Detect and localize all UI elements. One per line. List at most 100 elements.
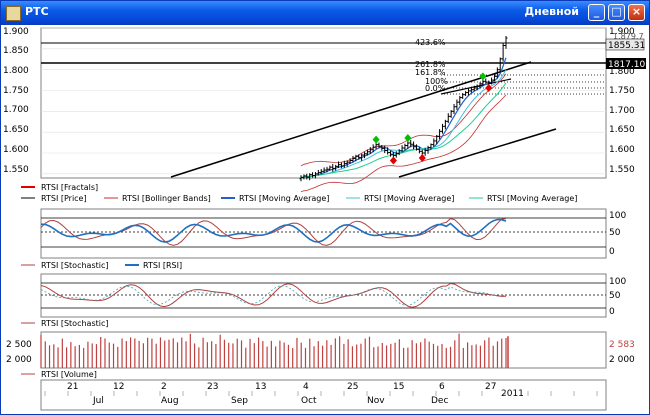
trend-channel-lower[interactable]	[398, 128, 557, 178]
legend-rsi: RTSI [RSI]	[143, 261, 182, 270]
fractal-up-marker	[372, 135, 380, 144]
x-year-label: 2011	[501, 389, 524, 399]
x-day-label: 27	[485, 382, 496, 392]
price-pane[interactable]	[40, 27, 607, 179]
y-tick-label-right: 1.750	[609, 86, 635, 96]
legend-volume: RTSI [Volume]	[41, 370, 97, 379]
x-day-label: 23	[207, 382, 218, 392]
price-marker-box	[605, 38, 645, 51]
maximize-button[interactable]: □	[608, 4, 625, 21]
title-bar[interactable]: РТС Дневной _ □ ×	[1, 1, 649, 25]
legend-ma-cyan: RTSI [Moving Average]	[364, 194, 454, 203]
legend-stochastic-2: RTSI [Stochastic]	[41, 319, 109, 328]
moving-average-line	[300, 82, 507, 179]
x-month-label: Aug	[161, 396, 179, 406]
x-month-label: Dec	[431, 396, 448, 406]
time-axis-pane	[40, 379, 607, 411]
legend-ma-green: RTSI [Moving Average]	[487, 194, 577, 203]
moving-average-green	[300, 82, 507, 179]
x-day-label: 12	[113, 382, 124, 392]
fib-label: 261.8%	[415, 60, 446, 69]
y-tick-label-right: 1.650	[609, 125, 635, 135]
bollinger-lower	[300, 94, 507, 193]
fractal-up-marker	[479, 72, 487, 81]
bollinger-band-line	[300, 94, 507, 193]
price-marker-current: 1855.31	[608, 41, 645, 51]
y-tick-label: 1.900	[3, 27, 29, 37]
x-day-label: 15	[393, 382, 404, 392]
y-tick-label-right: 50	[609, 228, 621, 238]
y-tick-label-right: 0	[609, 247, 615, 257]
fractal-up-marker	[404, 134, 412, 142]
y-tick-label-right: 0	[609, 307, 615, 317]
legend-price: RTSI [Price]	[41, 194, 87, 203]
y-tick-label-right: 100	[609, 277, 626, 287]
y-tick-label-right: 2 000	[609, 355, 635, 365]
window-title: РТС	[25, 5, 49, 18]
price-marker-box-dark	[606, 58, 646, 69]
fib-label: 0.0%	[425, 84, 446, 93]
x-day-label: 21	[67, 382, 78, 392]
legend-ma-blue: RTSI [Moving Average]	[239, 194, 329, 203]
fib-label: 100%	[425, 77, 448, 86]
chart-canvas[interactable]: 1.900 1.850 1.800 1.750 1.700 1.650 1.60…	[1, 25, 649, 414]
x-month-label: Jul	[92, 396, 104, 406]
close-button[interactable]: ×	[628, 4, 645, 21]
minimize-button[interactable]: _	[588, 4, 605, 21]
x-day-label: 13	[255, 382, 266, 392]
y-tick-label-right: 1.900	[609, 27, 635, 37]
moving-average-line	[300, 69, 507, 179]
y-tick-label: 1.800	[3, 66, 29, 76]
y-tick-label: 2 000	[6, 355, 32, 365]
fractal-markers	[372, 72, 493, 165]
bollinger-upper	[300, 73, 507, 167]
x-day-label: 25	[347, 382, 358, 392]
y-tick-label: 2 500	[6, 340, 32, 350]
oscillator-line	[40, 282, 507, 308]
time-axis-ticks	[44, 391, 598, 396]
fib-label: 161.8%	[415, 68, 446, 77]
x-day-label: 4	[303, 382, 309, 392]
stochastic-pane[interactable]	[40, 273, 607, 318]
trend-channel-upper[interactable]	[170, 61, 532, 178]
legend-bollinger: RTSI [Bollinger Bands]	[122, 194, 211, 203]
x-month-label: Sep	[231, 396, 248, 406]
y-tick-label-right: 1.800	[609, 67, 635, 77]
bollinger-band-line	[300, 73, 507, 167]
fractal-down-marker	[389, 156, 397, 165]
price-marker-level: 1817.10	[608, 60, 645, 70]
y-tick-label-right: 1.600	[609, 145, 635, 155]
y-tick-label: 1.550	[3, 165, 29, 175]
rsi-line	[40, 218, 507, 243]
volume-last-label: 2 583	[609, 340, 635, 350]
y-tick-label: 1.700	[3, 105, 29, 115]
fib-label: 423.6%	[415, 38, 446, 47]
x-month-label: Nov	[367, 396, 385, 406]
volume-bars	[40, 333, 509, 368]
y-tick-label-right: 50	[609, 291, 621, 301]
price-gridlines	[41, 27, 606, 175]
stochastic-k-line	[40, 282, 507, 308]
y-tick-label: 1.600	[3, 145, 29, 155]
price-label-top: 1.879.7	[613, 32, 644, 41]
app-icon	[6, 6, 21, 21]
x-month-label: Oct	[301, 396, 317, 406]
legend-fractals: RTSI [Fractals]	[41, 183, 98, 192]
y-tick-label-right: 1.700	[609, 106, 635, 116]
legend-stochastic: RTSI [Stochastic]	[41, 261, 109, 270]
stoch-rsi-pane[interactable]	[40, 208, 607, 259]
y-tick-label: 1.650	[3, 125, 29, 135]
x-day-label: 2	[161, 382, 167, 392]
moving-average-cyan	[300, 69, 507, 179]
oscillator-line	[40, 218, 507, 243]
y-tick-label: 1.850	[3, 46, 29, 56]
fractal-down-marker	[418, 154, 426, 162]
y-tick-label-right: 100	[609, 211, 626, 221]
y-tick-label-right: 1.550	[609, 165, 635, 175]
price-bars	[299, 36, 508, 182]
x-day-label: 6	[439, 382, 445, 392]
y-tick-label: 1.750	[3, 86, 29, 96]
fractal-down-marker	[485, 84, 493, 92]
timeframe-label: Дневной	[524, 5, 579, 18]
